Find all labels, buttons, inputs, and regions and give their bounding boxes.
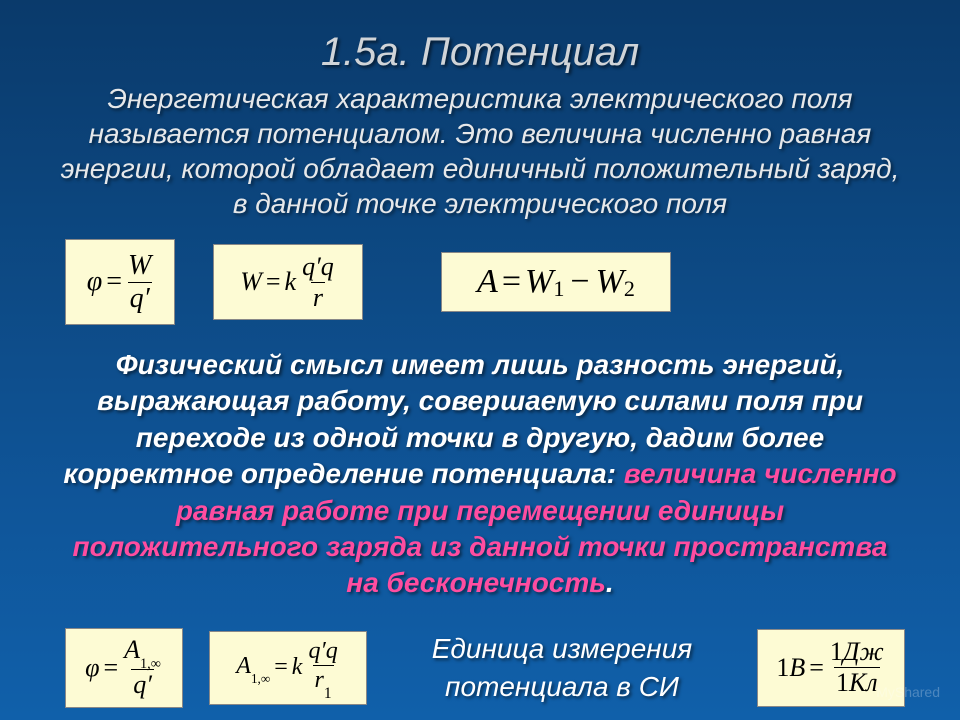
body-post: . [606, 567, 614, 598]
A1-den-sub: 1 [324, 685, 332, 702]
volt-1: 1 [776, 653, 789, 683]
volt-num: 1Дж [828, 639, 886, 667]
A1-lhs: A1,∞ [236, 653, 270, 683]
formula-phi: φ = W q′ [65, 239, 175, 325]
A1-lhs-sub: 1,∞ [251, 671, 270, 686]
volt-V: В [789, 653, 805, 683]
phi2-den: q′ [131, 669, 154, 698]
A1-lhs-sym: A [236, 653, 251, 679]
A-sub1: 1 [553, 276, 564, 302]
formula-W: W = k q′q r [213, 244, 363, 320]
volt-num-txt: Дж [843, 637, 884, 666]
equals-sign: = [99, 653, 122, 683]
phi2-lhs: φ [85, 653, 99, 683]
minus-sign: − [564, 263, 595, 301]
A-W1: W [525, 263, 553, 301]
A1-fraction: q′q r1 [306, 639, 339, 696]
formula-A: A = W1 − W2 [441, 252, 671, 312]
equals-sign: = [262, 267, 285, 297]
A-lhs: A [477, 263, 498, 301]
W-fraction: q′q r [300, 254, 336, 311]
equals-sign: = [498, 263, 525, 301]
A-sub2: 2 [624, 276, 635, 302]
W-den: r [311, 282, 325, 311]
formula-row-1: φ = W q′ W = k q′q r A = W1 − W2 [55, 239, 905, 325]
si-line-1: Единица измерения [393, 630, 731, 668]
phi2-num-sym: A [124, 635, 140, 664]
watermark: MyShared [876, 684, 940, 700]
definition-paragraph: Энергетическая характеристика электричес… [55, 81, 905, 221]
phi2-num-sub: 1,∞ [140, 656, 161, 672]
equals-sign: = [102, 266, 126, 298]
phi-lhs: φ [87, 266, 103, 298]
A-W2: W [596, 263, 624, 301]
formula-row-2: φ = A1,∞ q′ A1,∞ = k q′q r1 Единица изме… [55, 628, 905, 708]
W-k: k [285, 267, 297, 297]
formula-A1inf: A1,∞ = k q′q r1 [209, 631, 367, 705]
A1-den: r1 [313, 665, 334, 696]
equals-sign: = [270, 654, 292, 681]
phi2-num: A1,∞ [122, 637, 163, 669]
body-paragraph: Физический смысл имеет лишь разность эне… [55, 347, 905, 602]
A1-k: k [292, 654, 303, 681]
si-line-2: потенциала в СИ [393, 668, 731, 706]
phi-fraction: W q′ [126, 252, 153, 313]
phi-num: W [126, 252, 153, 282]
volt-den-txt: Кл [849, 668, 878, 697]
volt-den: 1Кл [834, 667, 880, 696]
phi2-fraction: A1,∞ q′ [122, 637, 163, 698]
W-lhs: W [240, 267, 262, 297]
si-unit-text: Единица измерения потенциала в СИ [393, 630, 731, 706]
A1-den-sym: r [315, 667, 324, 693]
slide: 1.5а. Потенциал Энергетическая характери… [0, 0, 960, 720]
A1-num: q′q [306, 639, 339, 665]
equals-sign: = [805, 653, 828, 683]
slide-title: 1.5а. Потенциал [55, 30, 905, 75]
phi-den: q′ [128, 282, 152, 313]
formula-phi2: φ = A1,∞ q′ [65, 628, 183, 708]
W-num: q′q [300, 254, 336, 282]
